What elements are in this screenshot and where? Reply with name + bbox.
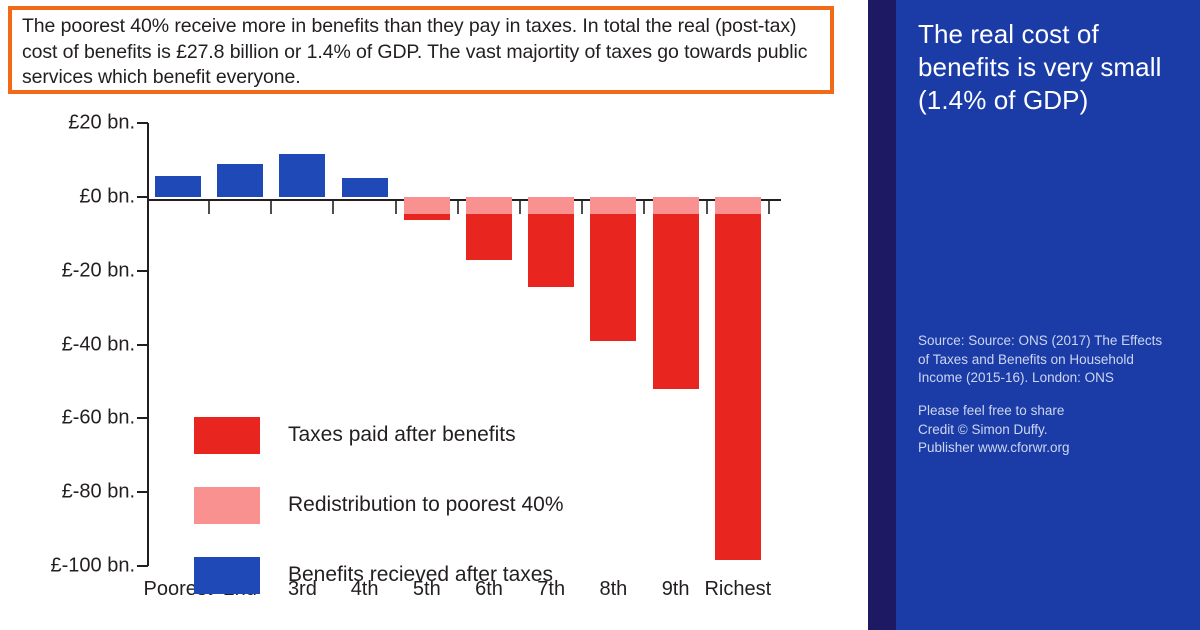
y-axis-label: £-20 bn. <box>61 259 135 282</box>
legend-label: Taxes paid after benefits <box>288 423 516 446</box>
x-axis-tick <box>208 201 210 214</box>
callout-box: The poorest 40% receive more in benefits… <box>8 6 834 94</box>
x-axis-tick <box>519 201 521 214</box>
bar-benefits-4th <box>341 177 388 197</box>
bar-taxes-5th <box>403 213 450 220</box>
y-axis-label: £-80 bn. <box>61 480 135 503</box>
bar-benefits-3rd <box>279 154 326 197</box>
legend-label: Benefits recieved after taxes <box>288 563 553 586</box>
bar-benefits-poorest <box>155 175 201 197</box>
x-axis-label-richest: Richest <box>704 578 772 600</box>
sidebar-content: The real cost of benefits is very small … <box>896 0 1200 630</box>
x-axis-label-8th: 8th <box>599 578 628 600</box>
legend-swatch <box>194 416 260 454</box>
y-axis-label: £-60 bn. <box>61 406 135 429</box>
legend-label: Redistribution to poorest 40% <box>288 493 564 516</box>
bar-redistribution-richest <box>714 196 761 214</box>
x-axis-tick <box>767 201 770 214</box>
chart-legend: Taxes paid after benefits Redistribution … <box>194 412 614 622</box>
y-axis-tick <box>137 195 148 198</box>
callout-text: The poorest 40% receive more in benefits… <box>22 15 808 89</box>
bar-taxes-9th <box>652 213 699 389</box>
x-axis-label-9th: 9th <box>661 578 690 600</box>
bar-redistribution-8th <box>590 196 637 214</box>
x-axis-tick <box>394 201 397 214</box>
y-axis-tick <box>137 565 148 567</box>
bar-taxes-7th <box>528 213 575 288</box>
legend-swatch <box>194 556 260 594</box>
bar-taxes-6th <box>466 213 512 261</box>
zero-baseline <box>147 199 781 201</box>
y-axis-label: £-100 bn. <box>50 554 135 577</box>
y-axis-tick <box>137 343 148 346</box>
y-axis-tick <box>137 417 148 420</box>
legend-item: Redistribution to poorest 40% <box>194 482 614 528</box>
y-axis-tick <box>137 122 148 124</box>
legend-swatch <box>194 486 260 524</box>
bar-chart-plot: £20 bn. £0 bn. £-20 bn. £-40 bn. £-60 bn. £-8… <box>50 112 781 600</box>
legend-item: Taxes paid after benefits <box>194 412 614 458</box>
x-axis-tick <box>643 201 646 214</box>
sidebar-credit-text: Please feel free to share Credit © Simon … <box>918 403 1070 455</box>
bar-redistribution-7th <box>528 196 575 214</box>
x-axis-tick <box>581 201 584 214</box>
sidebar-title: The real cost of benefits is very small … <box>918 19 1162 115</box>
x-axis-tick <box>705 201 708 214</box>
x-axis-label-3rd: 3rd <box>287 578 317 600</box>
chart-panel: The poorest 40% receive more in benefits… <box>8 6 834 622</box>
sidebar: The real cost of benefits is very small … <box>868 0 1200 630</box>
bar-redistribution-5th <box>403 196 450 214</box>
y-axis-label: £0 bn. <box>79 185 135 208</box>
x-axis-tick <box>270 201 273 214</box>
x-axis-tick <box>332 201 335 214</box>
y-axis-label: £20 bn. <box>68 111 135 134</box>
sidebar-edge-strip <box>868 0 896 630</box>
bar-redistribution-9th <box>652 196 699 214</box>
sidebar-source-text: Source: Source: ONS (2017) The Effects o… <box>918 333 1163 385</box>
bar-benefits-2nd <box>217 163 264 197</box>
x-axis-label-5th: 5th <box>412 578 441 600</box>
y-axis-label: £-40 bn. <box>61 333 135 355</box>
y-axis-line <box>147 123 149 566</box>
bar-taxes-8th <box>590 213 637 342</box>
legend-item: Benefits recieved after taxes <box>194 552 614 598</box>
x-axis-tick <box>456 201 459 214</box>
x-axis-label-7th: 7th <box>537 578 566 600</box>
y-axis-tick <box>137 491 148 494</box>
bar-redistribution-6th <box>466 196 512 214</box>
x-axis-label-4th: 4th <box>350 578 379 600</box>
y-axis-tick <box>137 269 148 272</box>
bar-taxes-richest <box>714 213 761 561</box>
x-axis-label-6th: 6th <box>475 578 503 600</box>
